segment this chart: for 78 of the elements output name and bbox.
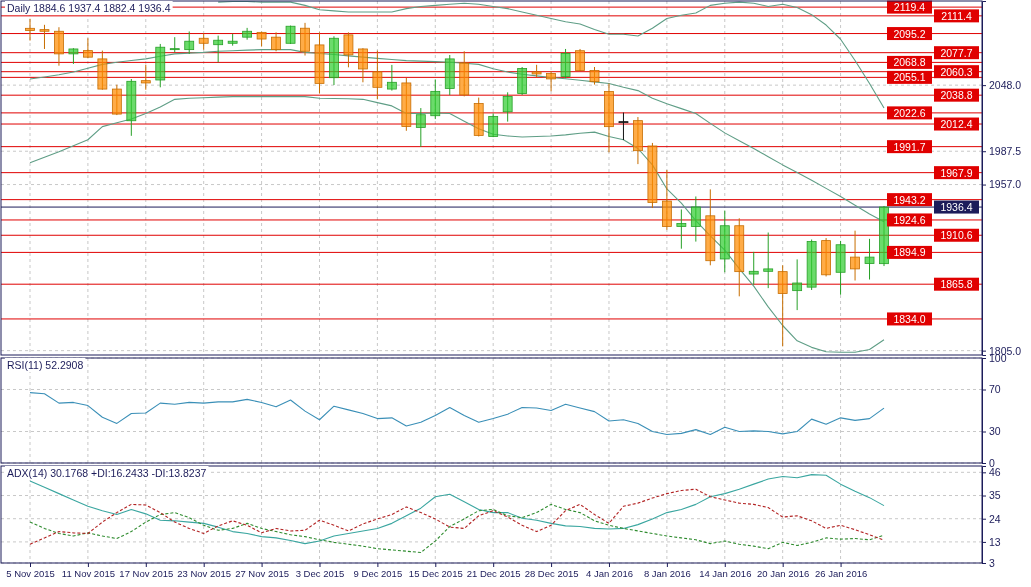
candlestick <box>358 47 368 83</box>
candlestick <box>676 208 687 250</box>
ref-line-label: 2038.8 <box>940 89 973 102</box>
chart-title: Daily 1884.6 1937.4 1882.4 1936.4 <box>7 2 171 14</box>
x-tick-label: 8 Jan 2016 <box>643 567 691 579</box>
ref-line-label: 2055.1 <box>893 71 926 84</box>
y-tick-label: 70 <box>989 383 1001 396</box>
candlestick <box>560 48 571 79</box>
ref-line-label: 2077.7 <box>940 46 973 59</box>
ref-line-label: 1910.6 <box>940 229 973 242</box>
x-tick-label: 27 Nov 2015 <box>235 567 290 579</box>
ref-line-label: 1924.6 <box>893 213 926 226</box>
candlestick <box>25 18 35 42</box>
candlestick <box>850 230 860 281</box>
ref-line-label: 2119.4 <box>893 1 926 14</box>
candlestick <box>792 258 803 311</box>
x-tick-label: 21 Dec 2015 <box>466 567 521 579</box>
line-series <box>29 96 885 353</box>
x-tick-label: 26 Jan 2016 <box>814 567 868 579</box>
chart-title: ADX(14) 30.1768 +DI:16.2433 -DI:13.8237 <box>7 467 207 479</box>
x-tick-label: 11 Nov 2015 <box>61 567 115 579</box>
ref-line-label: 1967.9 <box>940 166 973 179</box>
x-tick-label: 9 Dec 2015 <box>353 567 403 579</box>
ref-line-label: 2012.4 <box>940 118 973 131</box>
ref-line-label: 2095.2 <box>893 27 926 40</box>
candlestick <box>271 31 281 52</box>
y-tick-label: 1987.5 <box>989 145 1022 158</box>
candlestick <box>372 50 383 100</box>
ref-line-label: 2022.6 <box>893 106 926 119</box>
ref-line-label: 2111.4 <box>941 9 972 22</box>
line-series <box>29 488 885 545</box>
candlestick <box>777 264 788 347</box>
candlestick <box>140 64 151 91</box>
y-tick-label: 13 <box>989 535 1001 548</box>
candlestick <box>415 107 426 148</box>
ref-line-label: 1894.9 <box>893 246 926 259</box>
x-tick-label: 5 Nov 2015 <box>6 567 55 579</box>
line-series <box>29 392 885 436</box>
x-tick-label: 28 Dec 2015 <box>524 567 579 579</box>
candlestick <box>184 30 195 55</box>
line-series <box>217 1 885 109</box>
x-tick-label: 15 Dec 2015 <box>408 567 463 579</box>
candlestick <box>502 91 513 123</box>
candlestick <box>300 22 310 57</box>
ref-line-label: 1834.0 <box>893 312 926 325</box>
candlestick <box>546 70 556 92</box>
ref-line-label: 1991.7 <box>893 140 926 153</box>
y-tick-label: 46 <box>989 466 1001 479</box>
x-tick-label: 3 Dec 2015 <box>295 567 345 579</box>
line-series <box>29 503 885 554</box>
x-tick-label: 17 Nov 2015 <box>119 567 174 579</box>
x-tick-label: 20 Jan 2016 <box>757 567 810 579</box>
ref-line-label: 1865.8 <box>940 278 973 291</box>
candlestick <box>690 195 701 243</box>
x-tick-label: 4 Jan 2016 <box>585 567 633 579</box>
candlestick <box>618 112 629 141</box>
candlestick <box>386 64 397 92</box>
y-tick-label: 3 <box>989 556 995 569</box>
ref-line-label: 2068.8 <box>893 56 926 69</box>
chart-title: RSI(11) 52.2908 <box>7 359 84 371</box>
ref-line-label: 2060.3 <box>940 65 973 78</box>
candlestick <box>343 31 354 68</box>
ref-line-label: 1936.4 <box>940 201 973 214</box>
candlestick <box>748 251 759 286</box>
candlestick <box>763 232 774 289</box>
y-tick-label: 24 <box>989 512 1001 525</box>
candlestick <box>54 26 64 67</box>
y-tick-label: 35 <box>989 489 1001 502</box>
candlestick <box>864 238 875 280</box>
y-tick-label: 30 <box>989 425 1001 438</box>
x-tick-label: 14 Jan 2016 <box>699 567 752 579</box>
candlestick <box>39 24 50 50</box>
y-tick-label: 2048.0 <box>989 78 1022 91</box>
y-tick-label: 1957.0 <box>989 178 1022 191</box>
ref-line-label: 1943.2 <box>893 193 926 206</box>
candlestick <box>213 35 224 63</box>
x-tick-label: 23 Nov 2015 <box>177 567 232 579</box>
y-tick-label: 0 <box>989 456 995 469</box>
